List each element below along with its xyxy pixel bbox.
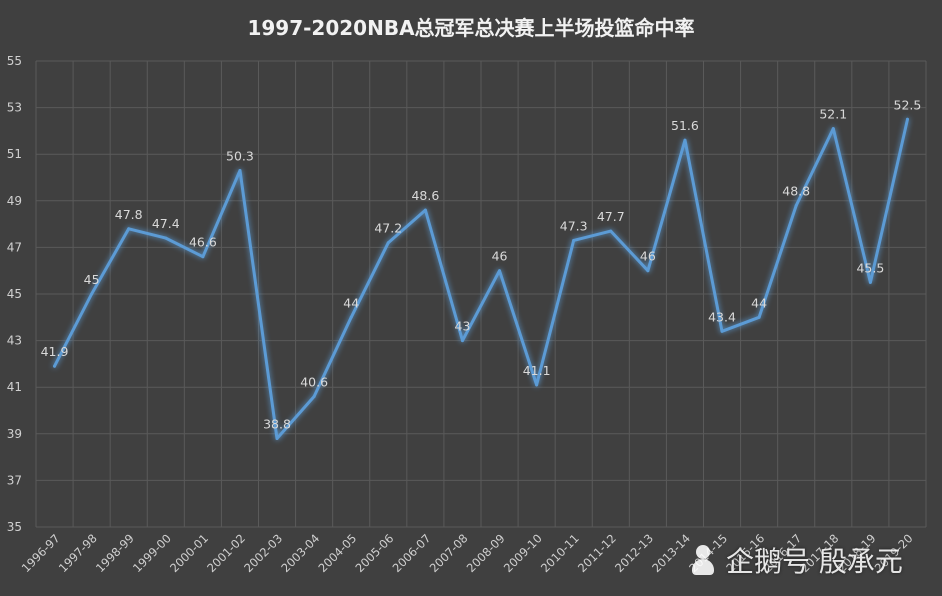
data-point bbox=[905, 117, 909, 121]
data-label: 43.4 bbox=[708, 309, 736, 324]
data-label: 41.1 bbox=[523, 363, 551, 378]
x-tick-label: 2011-12 bbox=[575, 531, 619, 575]
penguin-icon bbox=[690, 545, 716, 575]
data-label: 51.6 bbox=[671, 118, 699, 133]
x-tick-label: 2001-02 bbox=[204, 531, 248, 575]
data-point bbox=[868, 280, 872, 284]
y-tick-label: 53 bbox=[7, 101, 22, 115]
watermark-text: 企鹅号 殷承元 bbox=[726, 545, 903, 578]
data-label: 47.2 bbox=[374, 221, 402, 236]
data-label: 50.3 bbox=[226, 149, 254, 164]
chart-title: 1997-2020NBA总冠军总决赛上半场投篮命中率 bbox=[247, 16, 695, 40]
x-tick-label: 2010-11 bbox=[538, 531, 582, 575]
data-label: 45.5 bbox=[856, 260, 884, 275]
data-point bbox=[312, 395, 316, 399]
x-tick-label: 1996-97 bbox=[19, 531, 63, 575]
x-tick-label: 2000-01 bbox=[167, 531, 211, 575]
data-label: 38.8 bbox=[263, 416, 291, 431]
y-tick-label: 37 bbox=[7, 473, 22, 487]
y-tick-label: 49 bbox=[7, 194, 22, 208]
y-tick-label: 35 bbox=[7, 520, 22, 534]
x-tick-label: 2012-13 bbox=[612, 531, 656, 575]
data-point bbox=[757, 315, 761, 319]
y-tick-label: 47 bbox=[7, 240, 22, 254]
data-label: 52.5 bbox=[894, 97, 922, 112]
data-point bbox=[831, 127, 835, 131]
y-tick-label: 39 bbox=[7, 427, 22, 441]
data-point bbox=[201, 255, 205, 259]
data-labels: 41.9 45 47.8 47.4 46.6 50.3 38.8 40.6 44 47.2 48.6… bbox=[41, 97, 922, 431]
y-axis-ticks: 35 37 39 41 43 45 47 49 51 53 55 bbox=[7, 54, 22, 534]
data-point bbox=[794, 203, 798, 207]
data-label: 46 bbox=[492, 249, 508, 264]
data-point bbox=[720, 329, 724, 333]
data-point bbox=[238, 169, 242, 173]
x-tick-label: 2013-14 bbox=[649, 531, 693, 575]
data-label: 52.1 bbox=[819, 107, 847, 122]
x-tick-label: 2008-09 bbox=[464, 531, 508, 575]
data-label: 45 bbox=[84, 272, 100, 287]
data-label: 44 bbox=[343, 295, 359, 310]
x-tick-label: 2007-08 bbox=[427, 531, 471, 575]
data-label: 47.8 bbox=[115, 207, 143, 222]
series-line-group bbox=[53, 117, 909, 440]
data-label: 46 bbox=[640, 249, 656, 264]
data-point bbox=[90, 292, 94, 296]
x-tick-label: 2006-07 bbox=[390, 531, 434, 575]
gridlines bbox=[35, 60, 927, 528]
data-label: 40.6 bbox=[300, 375, 328, 390]
data-point bbox=[164, 236, 168, 240]
data-label: 47.7 bbox=[597, 209, 625, 224]
data-point bbox=[53, 364, 57, 368]
data-label: 41.9 bbox=[41, 344, 69, 359]
data-label: 48.8 bbox=[782, 183, 810, 198]
data-point bbox=[609, 229, 613, 233]
y-tick-label: 51 bbox=[7, 147, 22, 161]
y-tick-label: 43 bbox=[7, 334, 22, 348]
data-point bbox=[535, 383, 539, 387]
data-point bbox=[498, 269, 502, 273]
data-point bbox=[386, 241, 390, 245]
data-point bbox=[572, 238, 576, 242]
data-point bbox=[349, 315, 353, 319]
y-tick-label: 55 bbox=[7, 54, 22, 68]
series-line bbox=[53, 117, 909, 440]
x-tick-label: 1999-00 bbox=[130, 531, 174, 575]
data-label: 47.3 bbox=[560, 218, 588, 233]
x-tick-label: 1997-98 bbox=[56, 531, 100, 575]
data-point bbox=[127, 227, 131, 231]
data-point bbox=[460, 339, 464, 343]
data-point bbox=[683, 138, 687, 142]
x-tick-label: 2005-06 bbox=[353, 531, 397, 575]
x-tick-label: 2002-03 bbox=[241, 531, 285, 575]
y-tick-label: 45 bbox=[7, 287, 22, 301]
data-point bbox=[646, 269, 650, 273]
data-label: 48.6 bbox=[411, 188, 439, 203]
y-tick-label: 41 bbox=[7, 380, 22, 394]
data-label: 43 bbox=[455, 319, 471, 334]
x-tick-label: 1998-99 bbox=[93, 531, 137, 575]
data-point bbox=[275, 436, 279, 440]
data-label: 44 bbox=[751, 295, 767, 310]
x-tick-label: 2009-10 bbox=[501, 531, 545, 575]
x-tick-label: 2004-05 bbox=[315, 531, 359, 575]
data-point bbox=[423, 208, 427, 212]
data-label: 46.6 bbox=[189, 235, 217, 250]
x-tick-label: 2003-04 bbox=[278, 531, 322, 575]
watermark: 企鹅号 殷承元 bbox=[690, 540, 903, 580]
data-label: 47.4 bbox=[152, 216, 180, 231]
